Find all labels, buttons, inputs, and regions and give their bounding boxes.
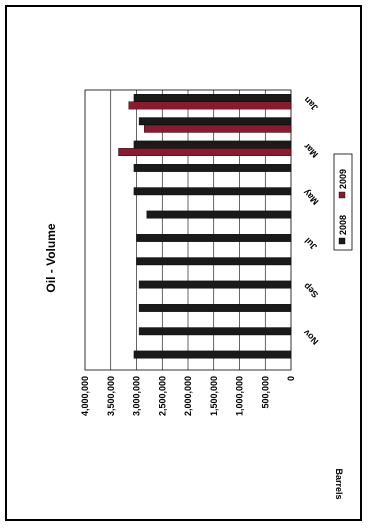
bar-2008	[133, 93, 292, 102]
bar-2008	[138, 117, 292, 126]
y-tick-label: 0	[286, 376, 296, 381]
y-tick-label: 3,500,000	[106, 376, 116, 416]
chart-title: Oil - Volume	[44, 223, 58, 292]
gridlines	[110, 90, 266, 370]
y-tick-label: 1,500,000	[209, 376, 219, 416]
legend-swatch	[338, 237, 346, 245]
legend-label: 2009	[338, 169, 348, 189]
bar-2008	[133, 187, 292, 196]
bar-2008	[133, 350, 292, 359]
bars	[118, 93, 292, 359]
y-tick-label: 4,000,000	[80, 376, 90, 416]
bar-2008	[133, 140, 292, 149]
y-tick-label: 3,000,000	[132, 376, 142, 416]
bar-2008	[136, 233, 292, 242]
bar-2009	[118, 148, 292, 156]
bar-2008	[136, 257, 292, 266]
legend-label: 2008	[338, 215, 348, 235]
y-axis-label: Barrels	[334, 468, 344, 499]
y-tick-label: 2,000,000	[183, 376, 193, 416]
bar-2008	[138, 327, 292, 336]
title-group: Oil - Volume Barrels	[44, 223, 344, 499]
bar-2009	[128, 101, 292, 110]
bar-2008	[146, 210, 292, 219]
legend-swatch	[338, 191, 346, 199]
bar-2008	[133, 163, 292, 172]
legend: 2008 2009	[333, 153, 353, 251]
y-tick-label: 500,000	[260, 376, 270, 409]
bar-2008	[138, 304, 292, 312]
y-tick-label: 2,500,000	[157, 376, 167, 416]
bar-2008	[138, 280, 292, 289]
bar-2009	[144, 124, 292, 133]
y-tick-label: 1,000,000	[235, 376, 245, 416]
legend-box	[333, 153, 353, 251]
